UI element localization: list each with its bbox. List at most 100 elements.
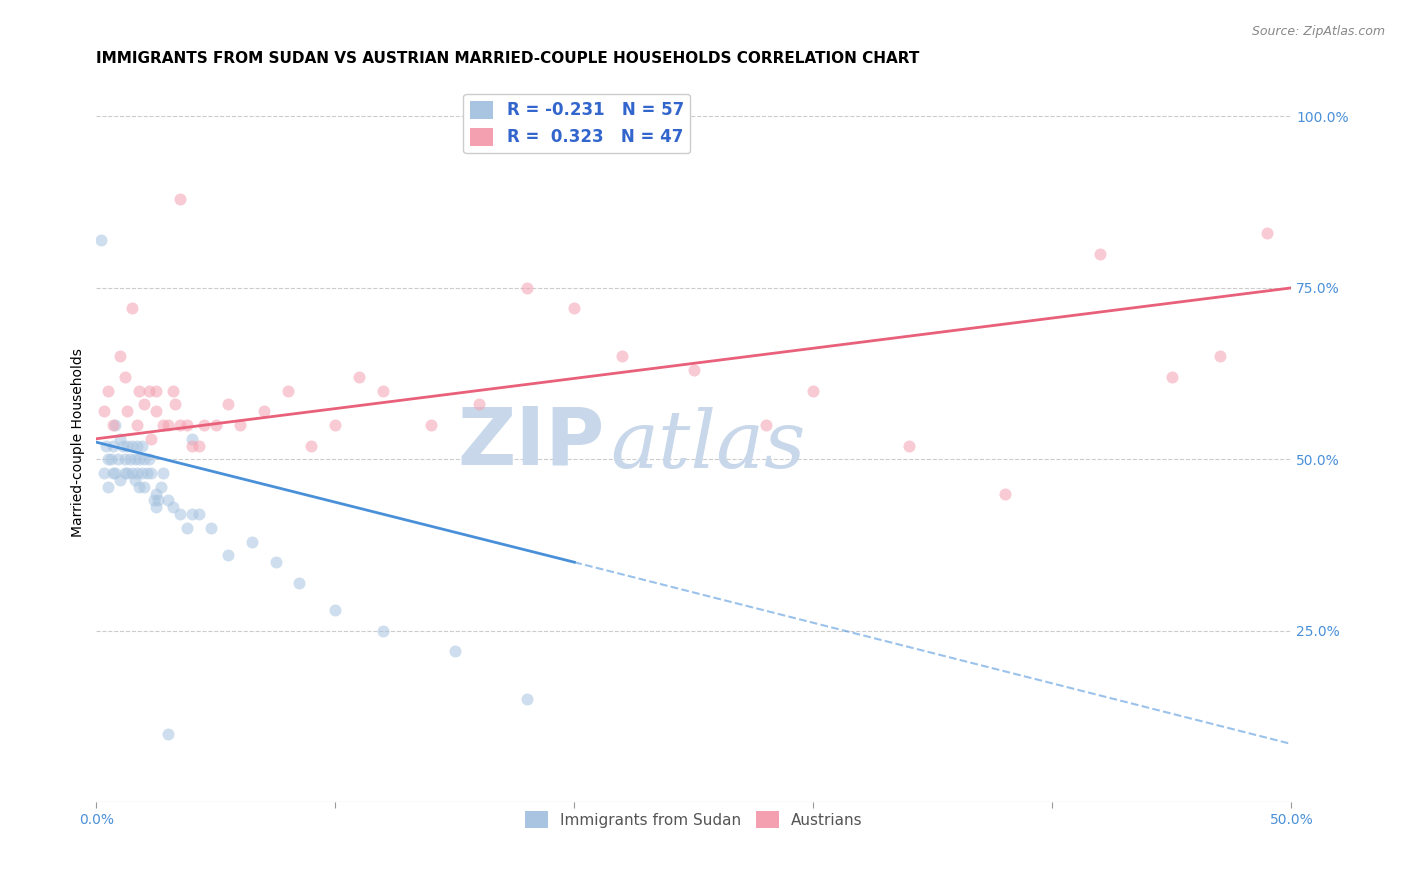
Point bbox=[993, 486, 1015, 500]
Text: ZIP: ZIP bbox=[457, 403, 605, 481]
Point bbox=[193, 418, 215, 433]
Point bbox=[134, 480, 156, 494]
Point bbox=[114, 370, 136, 384]
Point bbox=[135, 466, 157, 480]
Point bbox=[515, 692, 537, 706]
Point bbox=[1088, 246, 1111, 260]
Point bbox=[176, 418, 198, 433]
Point bbox=[128, 452, 150, 467]
Point bbox=[94, 439, 117, 453]
Y-axis label: Married-couple Households: Married-couple Households bbox=[72, 348, 86, 537]
Point bbox=[138, 452, 160, 467]
Point bbox=[169, 192, 191, 206]
Point bbox=[141, 432, 163, 446]
Point bbox=[181, 439, 204, 453]
Point bbox=[93, 404, 115, 418]
Point bbox=[444, 644, 467, 658]
Point bbox=[754, 418, 776, 433]
Point bbox=[93, 466, 115, 480]
Point bbox=[117, 439, 139, 453]
Point bbox=[90, 233, 112, 247]
Point bbox=[117, 466, 139, 480]
Point bbox=[217, 549, 239, 563]
Point bbox=[610, 350, 633, 364]
Point bbox=[515, 281, 537, 295]
Point bbox=[121, 466, 143, 480]
Point bbox=[128, 480, 150, 494]
Point bbox=[97, 452, 120, 467]
Point bbox=[97, 384, 120, 398]
Point bbox=[264, 555, 287, 569]
Point bbox=[682, 363, 704, 377]
Point bbox=[349, 370, 371, 384]
Point bbox=[114, 466, 136, 480]
Point bbox=[152, 418, 174, 433]
Point bbox=[110, 350, 132, 364]
Point bbox=[169, 418, 191, 433]
Point bbox=[373, 384, 395, 398]
Point bbox=[188, 439, 211, 453]
Point bbox=[229, 418, 252, 433]
Point bbox=[124, 452, 146, 467]
Point bbox=[801, 384, 824, 398]
Point bbox=[125, 439, 148, 453]
Point bbox=[145, 404, 167, 418]
Point bbox=[110, 432, 132, 446]
Point bbox=[131, 466, 153, 480]
Point bbox=[141, 466, 163, 480]
Point bbox=[325, 603, 347, 617]
Point bbox=[114, 452, 136, 467]
Point bbox=[149, 480, 172, 494]
Point bbox=[128, 384, 150, 398]
Point bbox=[101, 466, 124, 480]
Point bbox=[468, 397, 491, 411]
Point bbox=[101, 439, 124, 453]
Point bbox=[1208, 350, 1230, 364]
Point bbox=[157, 418, 180, 433]
Text: IMMIGRANTS FROM SUDAN VS AUSTRIAN MARRIED-COUPLE HOUSEHOLDS CORRELATION CHART: IMMIGRANTS FROM SUDAN VS AUSTRIAN MARRIE… bbox=[97, 51, 920, 66]
Point bbox=[111, 439, 134, 453]
Point bbox=[240, 534, 263, 549]
Point bbox=[562, 301, 585, 316]
Point bbox=[277, 384, 299, 398]
Point bbox=[157, 493, 180, 508]
Point bbox=[134, 397, 156, 411]
Legend: Immigrants from Sudan, Austrians: Immigrants from Sudan, Austrians bbox=[519, 805, 869, 834]
Point bbox=[104, 466, 127, 480]
Point bbox=[138, 384, 160, 398]
Point bbox=[373, 624, 395, 638]
Point bbox=[110, 473, 132, 487]
Point bbox=[121, 439, 143, 453]
Point bbox=[118, 452, 141, 467]
Point bbox=[217, 397, 239, 411]
Point bbox=[897, 439, 920, 453]
Point bbox=[162, 384, 184, 398]
Point bbox=[145, 384, 167, 398]
Point bbox=[205, 418, 228, 433]
Point bbox=[169, 507, 191, 521]
Point bbox=[288, 575, 311, 590]
Point bbox=[125, 466, 148, 480]
Point bbox=[117, 404, 139, 418]
Point bbox=[1256, 226, 1278, 240]
Text: Source: ZipAtlas.com: Source: ZipAtlas.com bbox=[1251, 25, 1385, 38]
Point bbox=[142, 493, 165, 508]
Point bbox=[134, 452, 156, 467]
Point bbox=[152, 466, 174, 480]
Point bbox=[420, 418, 443, 433]
Point bbox=[188, 507, 211, 521]
Point bbox=[125, 418, 148, 433]
Point bbox=[145, 500, 167, 515]
Point bbox=[97, 480, 120, 494]
Point bbox=[101, 418, 124, 433]
Point bbox=[121, 301, 143, 316]
Point bbox=[131, 439, 153, 453]
Point bbox=[104, 418, 127, 433]
Point bbox=[181, 507, 204, 521]
Point bbox=[162, 500, 184, 515]
Point bbox=[301, 439, 323, 453]
Text: atlas: atlas bbox=[610, 407, 806, 484]
Point bbox=[181, 432, 204, 446]
Point bbox=[325, 418, 347, 433]
Point bbox=[124, 473, 146, 487]
